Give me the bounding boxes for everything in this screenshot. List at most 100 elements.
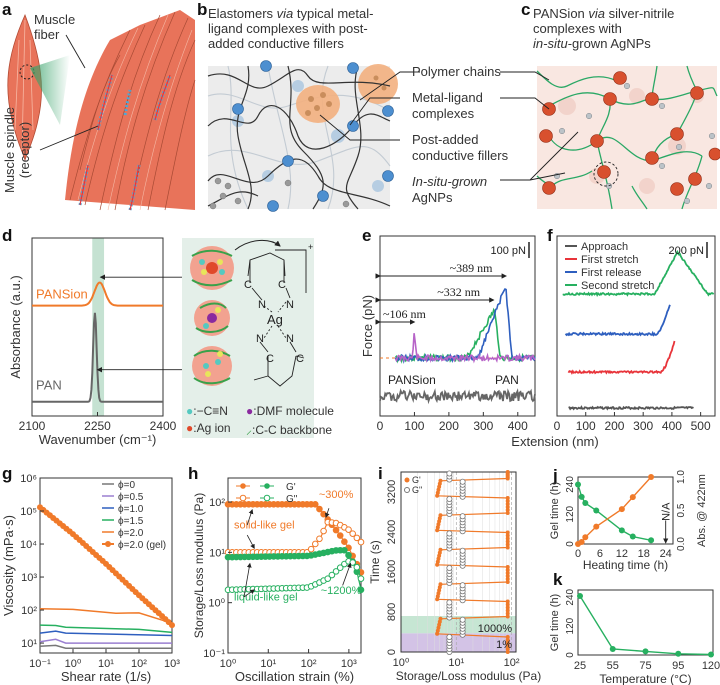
x-tick-label: 0	[575, 548, 581, 560]
muscle-fiber-label: Muscle fiber	[34, 12, 75, 42]
legend-ag-text: :Ag ion	[193, 421, 231, 435]
x-axis-label: Shear rate (1/s)	[61, 669, 151, 684]
legend-marker	[404, 477, 410, 483]
legend-label: G'	[412, 475, 421, 485]
data-point-gp	[437, 550, 442, 555]
chart-k: 25 55 75 95 120 0 120 240 Temperature (°C) Gel ti…	[549, 588, 720, 685]
data-point	[307, 545, 315, 553]
legend-label: ϕ=1.0	[118, 504, 144, 515]
data-point-gp	[505, 530, 510, 535]
n-atom: N	[286, 333, 294, 345]
annotation-arrow	[246, 534, 255, 550]
x-tick-label: 120	[702, 660, 720, 672]
y-axis-label: Viscosity (mPa·s)	[1, 515, 16, 616]
data-point-gp	[505, 511, 510, 515]
legend-marker	[239, 494, 247, 502]
data-point-gp	[505, 647, 510, 651]
n-atom: N	[286, 299, 294, 311]
ag-atom: Ag	[267, 312, 283, 327]
y-tick-label: 10³	[21, 572, 37, 584]
plot-frame	[577, 589, 714, 656]
data-point-gp	[505, 545, 510, 550]
label-pan: PAN	[495, 373, 519, 387]
data-point-gpp	[459, 616, 466, 623]
series-line	[39, 644, 172, 649]
data-point	[311, 540, 319, 548]
band-label-1000: 1000%	[478, 623, 512, 635]
annotation-arrow	[342, 562, 352, 586]
x-axis-label: Temperature (°C)	[599, 672, 691, 685]
data-point-gp	[505, 470, 510, 474]
plot-frame	[400, 471, 517, 653]
legend-label: First release	[581, 267, 642, 279]
data-point-gp	[438, 513, 443, 518]
data-point-gp	[505, 568, 510, 572]
chart-e: ~106 nm ~332 nm ~389 nm PANSion PAN 100 pN 0 10…	[360, 235, 599, 449]
series-line	[579, 595, 712, 656]
data-point	[332, 568, 340, 575]
data-point	[349, 559, 356, 566]
legend-dmf-text: :DMF molecule	[253, 404, 334, 418]
data-point	[629, 494, 636, 501]
band-1000-percent	[401, 616, 516, 634]
chart-g: ϕ=0ϕ=0.5ϕ=1.0ϕ=1.5ϕ=2.0ϕ=2.0 (gel) 10⁻¹ 10…	[1, 473, 180, 684]
data-point-gp	[435, 628, 440, 633]
panel-c-network	[536, 65, 720, 210]
panel-label-a: a	[2, 0, 12, 19]
y-tick-label: 10¹	[209, 547, 225, 559]
x-axis-label: Extension (nm)	[511, 434, 598, 449]
x-tick-label: 100	[404, 419, 424, 433]
data-point	[332, 526, 340, 534]
data-point-gpp	[459, 547, 466, 554]
highlight-circle	[593, 161, 619, 187]
data-point-gp	[505, 650, 510, 654]
dmf-molecule-icon: ●	[246, 404, 254, 418]
data-point-gp	[505, 508, 510, 512]
data-point-gp	[505, 502, 510, 506]
data-point	[320, 527, 327, 535]
label-polymer-chains: Polymer chains	[412, 64, 501, 79]
panel-c-leaders	[520, 71, 579, 181]
y-tick-label: 120	[565, 505, 576, 522]
x-tick-label: 10¹	[260, 658, 276, 670]
c-atom: C	[244, 279, 252, 291]
panel-label-c: c	[521, 0, 531, 19]
data-point	[336, 564, 344, 571]
data-point-gpp	[446, 530, 453, 537]
label-in-situ-line2: AgNPs	[412, 190, 453, 205]
muscle-illustration	[7, 10, 196, 211]
legend-label: ϕ=0.5	[118, 492, 144, 503]
x-tick-label: 10¹	[448, 657, 464, 669]
legend-cc: ⸝:C-C backbone	[246, 421, 332, 438]
y-tick-label: 0	[386, 649, 398, 655]
data-point-gpp	[446, 470, 453, 477]
x-tick-label: 400	[508, 419, 528, 433]
data-point-gp	[435, 631, 440, 636]
data-point	[341, 538, 348, 545]
annotation-1200: ~1200%	[321, 585, 362, 597]
legend-marker	[263, 494, 271, 502]
data-point	[357, 538, 365, 546]
legend-label: Second stretch	[581, 280, 654, 292]
plot-frame	[577, 476, 674, 545]
y-tick-label: 10⁶	[20, 473, 37, 485]
data-point-gp	[435, 597, 440, 602]
data-point-gp	[505, 611, 510, 616]
legend-cn-text: :−C≡N	[193, 404, 228, 418]
data-point-gp	[435, 525, 440, 530]
data-point-gp	[505, 539, 510, 544]
data-point	[577, 593, 583, 600]
annotation-solid: solid-like gel	[234, 519, 295, 531]
data-point-gp	[437, 481, 442, 486]
annotation-arrow	[246, 509, 254, 526]
title-line2: ligand complexes with post-	[208, 21, 368, 36]
x-tick-label: 0	[377, 419, 384, 433]
y-axis-label: Gel time (h)	[549, 482, 561, 539]
panel-label-h: h	[188, 464, 199, 483]
data-point	[328, 571, 336, 579]
series-line-first-release	[564, 304, 671, 337]
data-point-gp	[436, 591, 441, 596]
data-point-gp	[505, 542, 510, 547]
data-point-gp	[436, 522, 441, 527]
data-point-gp	[435, 562, 440, 567]
